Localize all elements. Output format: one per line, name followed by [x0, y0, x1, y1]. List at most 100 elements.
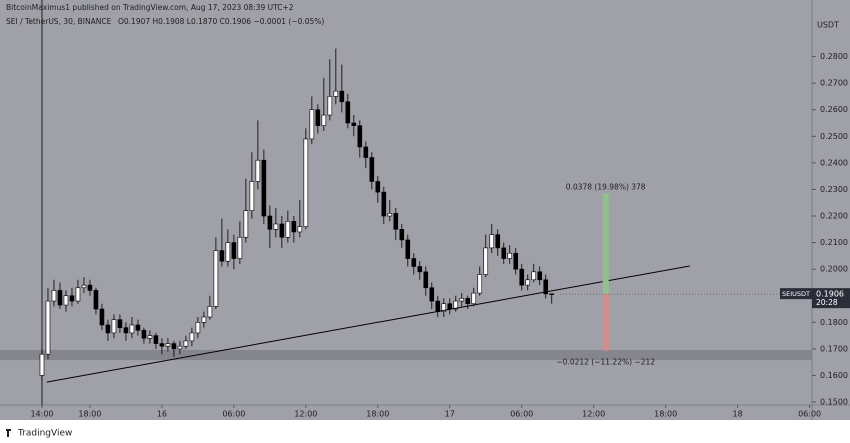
candle-body: [219, 250, 225, 262]
candle-body: [237, 236, 243, 259]
x-tick-label: 12:00: [294, 410, 317, 419]
candle-body: [201, 316, 207, 323]
candle-body: [513, 252, 519, 270]
x-tick-label: 17: [445, 410, 455, 419]
candle-body: [465, 298, 471, 305]
candle-body: [459, 298, 465, 302]
candle-body: [225, 242, 231, 262]
y-tick-label: 0.2400: [820, 158, 848, 167]
candle-body: [375, 181, 381, 193]
x-tick-label: 14:00: [30, 410, 53, 419]
logo: [6, 429, 11, 437]
candle-body: [405, 239, 411, 259]
candle-body: [285, 221, 291, 238]
brand: TradingView: [17, 429, 72, 439]
candle-body: [417, 266, 423, 273]
candle-body: [99, 308, 105, 326]
candle-body: [267, 215, 273, 230]
candle-body: [321, 114, 327, 126]
candle-body: [183, 340, 189, 347]
candle-body: [159, 343, 165, 347]
candle-body: [123, 327, 129, 334]
candle-body: [543, 279, 549, 295]
x-tick-label: 16: [157, 410, 167, 419]
candle-body: [147, 335, 153, 339]
footer: [0, 420, 850, 443]
x-tick-label: 18: [733, 410, 743, 419]
candle-body: [141, 329, 147, 339]
measure-bar: [602, 294, 609, 351]
candle-body: [189, 332, 195, 342]
candle-body: [531, 271, 537, 281]
y-tick-label: 0.2000: [820, 265, 848, 274]
candle-body: [333, 90, 339, 97]
candle-body: [387, 213, 393, 217]
candle-body: [255, 159, 261, 182]
candle-body: [105, 324, 111, 334]
candle-body: [213, 250, 219, 307]
x-tick-label: 06:00: [222, 410, 245, 419]
symbol: SEI / TetherUS, 30, BINANCE: [6, 17, 112, 26]
y-tick-label: 0.1700: [820, 344, 848, 353]
candle-body: [369, 157, 375, 182]
y-tick-label: 0.1500: [820, 398, 848, 407]
candle-body: [129, 324, 135, 334]
symbol-tag-label: SEIUSDT: [782, 290, 810, 298]
candle-body: [327, 96, 333, 116]
currency: USDT: [817, 21, 839, 30]
candle-body: [519, 268, 525, 286]
candle-body: [81, 284, 87, 289]
candle-body: [273, 223, 279, 230]
candle-body: [231, 242, 237, 259]
candle-body: [165, 343, 171, 347]
candle-body: [537, 271, 543, 281]
candle-body: [117, 319, 123, 328]
support-zone: [0, 349, 812, 361]
candle-body: [171, 343, 177, 350]
candle-body: [501, 247, 507, 259]
candle-body: [63, 295, 69, 306]
candle-body: [243, 210, 249, 238]
candle-body: [363, 146, 369, 158]
candle-body: [57, 290, 63, 306]
measure-label: 0.0378 (19.98%) 378: [566, 183, 646, 192]
candle-body: [291, 221, 297, 233]
y-tick-label: 0.2300: [820, 185, 848, 194]
candle-body: [195, 322, 201, 334]
candle-body: [399, 229, 405, 241]
candle-body: [339, 90, 345, 103]
x-tick-label: 06:00: [798, 410, 821, 419]
candle-body: [207, 306, 213, 318]
candle-body: [435, 300, 441, 312]
price-tag-label: 0.1906: [816, 290, 844, 299]
x-tick-label: 12:00: [582, 410, 605, 419]
y-tick-label: 0.1800: [820, 318, 848, 327]
candle-body: [441, 303, 447, 312]
candle-body: [75, 287, 81, 302]
candle-body: [303, 138, 309, 227]
candle-body: [135, 324, 141, 331]
candle-body: [177, 345, 183, 350]
candle-body: [261, 159, 267, 217]
candle-body: [525, 279, 531, 286]
countdown: 20:28: [816, 298, 838, 307]
candle-body: [411, 258, 417, 267]
candle-body: [453, 300, 459, 310]
measure-label: −0.0212 (−11.22%) −212: [556, 357, 655, 366]
candle-body: [471, 292, 477, 305]
candle-body: [153, 335, 159, 344]
candle-body: [93, 290, 99, 310]
candle-body: [507, 252, 513, 259]
y-tick-label: 0.2100: [820, 238, 848, 247]
candle-body: [429, 287, 435, 302]
candle-body: [279, 223, 285, 238]
candle-body: [477, 274, 483, 294]
y-tick-label: 0.2700: [820, 79, 848, 88]
candle-body: [297, 226, 303, 233]
y-tick-label: 0.1600: [820, 371, 848, 380]
candle-body: [357, 125, 363, 148]
candle-body: [69, 295, 75, 302]
symbol-tag: [780, 288, 812, 300]
x-tick-label: 18:00: [654, 410, 677, 419]
